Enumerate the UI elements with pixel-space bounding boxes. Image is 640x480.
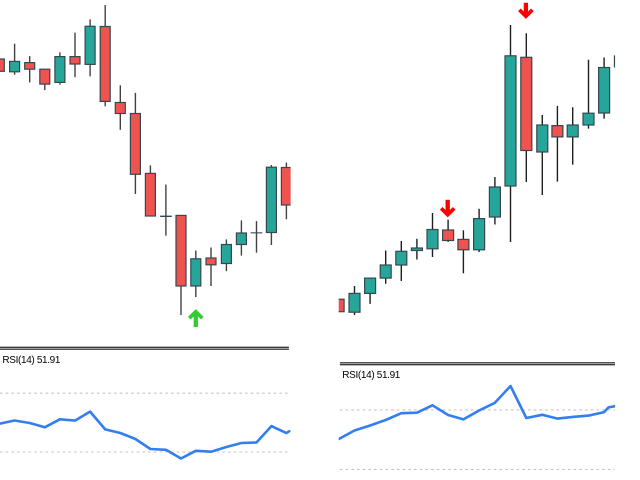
svg-text:RSI(14) 51.91: RSI(14) 51.91 [2,355,60,366]
svg-text:RSI(14) 51.91: RSI(14) 51.91 [342,370,400,381]
